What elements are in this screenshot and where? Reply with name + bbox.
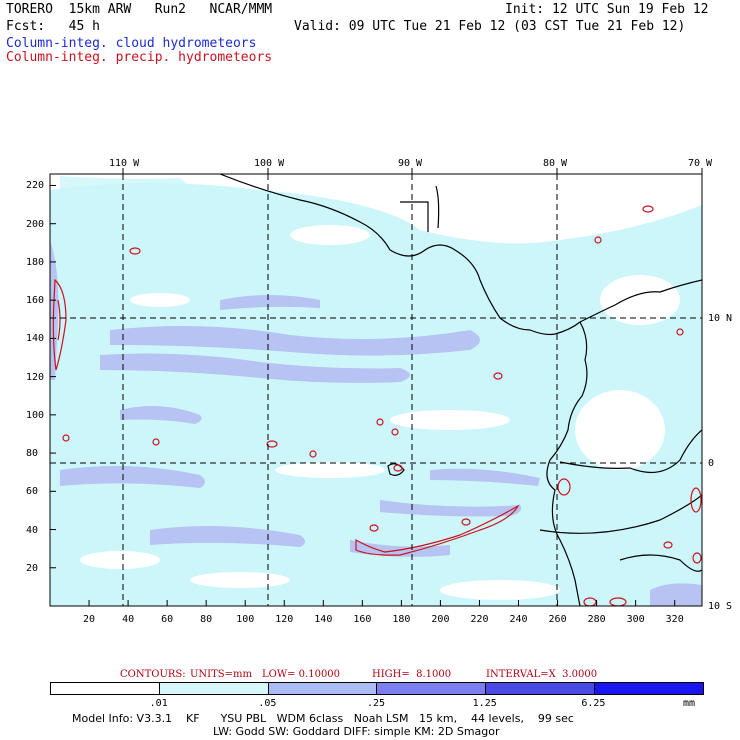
x-tick-marks bbox=[88, 600, 676, 606]
x-tick-label: 180 bbox=[392, 614, 411, 625]
x-tick-label: 80 bbox=[200, 614, 213, 625]
y-tick-label: 80 bbox=[26, 448, 39, 460]
x-tick-label: 100 bbox=[236, 614, 255, 625]
x-tick-label: 120 bbox=[275, 614, 294, 625]
x-tick-label: 60 bbox=[161, 614, 174, 625]
model-title: TORERO 15km ARW Run2 NCAR/MMM bbox=[6, 2, 273, 17]
lon-label: 80 W bbox=[543, 158, 568, 169]
contours-units: UNITS=mm bbox=[190, 669, 252, 680]
lon-label: 100 W bbox=[254, 158, 285, 169]
y-tick-label: 40 bbox=[26, 524, 39, 536]
contours-high: HIGH= 8.1000 bbox=[372, 669, 452, 680]
color-bar-tick: 6.25 bbox=[581, 698, 606, 709]
model-info-line2: LW: Godd SW: Goddard DIFF: simple KM: 2D… bbox=[213, 725, 500, 738]
color-bar-segment bbox=[485, 683, 595, 694]
x-tick-label: 140 bbox=[314, 614, 333, 625]
y-tick-label: 60 bbox=[26, 486, 39, 498]
lat-label: 10 N bbox=[708, 313, 733, 324]
coastlines bbox=[219, 174, 702, 606]
y-tick-label: 160 bbox=[26, 295, 45, 307]
clear-patches bbox=[80, 225, 680, 600]
color-bar-segment bbox=[267, 683, 377, 694]
x-tick-label: 220 bbox=[470, 614, 489, 625]
precip-contours bbox=[52, 205, 702, 606]
lat-label: 10 S bbox=[708, 601, 733, 612]
model-info-line1: Model Info: V3.3.1 KF YSU PBL WDM 6class… bbox=[72, 712, 574, 725]
x-tick-label: 300 bbox=[626, 614, 645, 625]
y-tick-label: 140 bbox=[26, 333, 45, 345]
x-tick-label: 160 bbox=[353, 614, 372, 625]
y-tick-label: 220 bbox=[26, 180, 45, 192]
lat-lon-grid bbox=[50, 174, 702, 606]
x-tick-label: 240 bbox=[509, 614, 528, 625]
x-tick-label: 260 bbox=[548, 614, 567, 625]
forecast-hour: Fcst: 45 h bbox=[6, 19, 100, 34]
cloud-mid-field bbox=[50, 240, 702, 606]
map-frame bbox=[49, 173, 703, 607]
color-bar-segment bbox=[594, 683, 703, 694]
valid-time: Valid: 09 UTC Tue 21 Feb 12 (03 CST Tue … bbox=[294, 19, 686, 34]
x-tick-label: 320 bbox=[665, 614, 684, 625]
lon-tick-marks bbox=[122, 168, 703, 174]
contours-label: CONTOURS: bbox=[120, 669, 186, 680]
color-bar-tick: .01 bbox=[149, 698, 168, 709]
y-tick-label: 20 bbox=[26, 562, 39, 574]
lon-label: 90 W bbox=[398, 158, 423, 169]
x-tick-label: 280 bbox=[587, 614, 606, 625]
x-tick-label: 200 bbox=[431, 614, 450, 625]
lon-label: 110 W bbox=[109, 158, 140, 169]
y-tick-label: 200 bbox=[26, 218, 45, 230]
map-plot-area bbox=[50, 174, 702, 606]
color-bar-tick: .25 bbox=[367, 698, 386, 709]
contours-interval: INTERVAL=X 3.0000 bbox=[486, 669, 598, 680]
y-tick-marks bbox=[50, 184, 56, 569]
color-bar-tick: 1.25 bbox=[472, 698, 497, 709]
field-cloud-label: Column-integ. cloud hydrometeors bbox=[6, 36, 257, 51]
y-tick-label: 100 bbox=[26, 409, 45, 421]
color-bar-segment bbox=[51, 683, 159, 694]
field-precip-label: Column-integ. precip. hydrometeors bbox=[6, 50, 273, 65]
y-tick-label: 180 bbox=[26, 256, 45, 268]
x-tick-label: 40 bbox=[122, 614, 135, 625]
cloud-light-field bbox=[50, 176, 702, 606]
x-tick-label: 20 bbox=[83, 614, 96, 625]
y-tick-label: 120 bbox=[26, 371, 45, 383]
lon-label: 70 W bbox=[688, 158, 713, 169]
lat-label: 0 bbox=[708, 458, 715, 469]
color-bar bbox=[50, 682, 704, 695]
color-bar-segment bbox=[158, 683, 268, 694]
contours-low: LOW= 0.10000 bbox=[262, 669, 341, 680]
init-time: Init: 12 UTC Sun 19 Feb 12 bbox=[505, 2, 709, 17]
color-bar-segment bbox=[376, 683, 486, 694]
color-bar-tick: .05 bbox=[258, 698, 277, 709]
color-bar-unit: mm bbox=[683, 698, 696, 709]
